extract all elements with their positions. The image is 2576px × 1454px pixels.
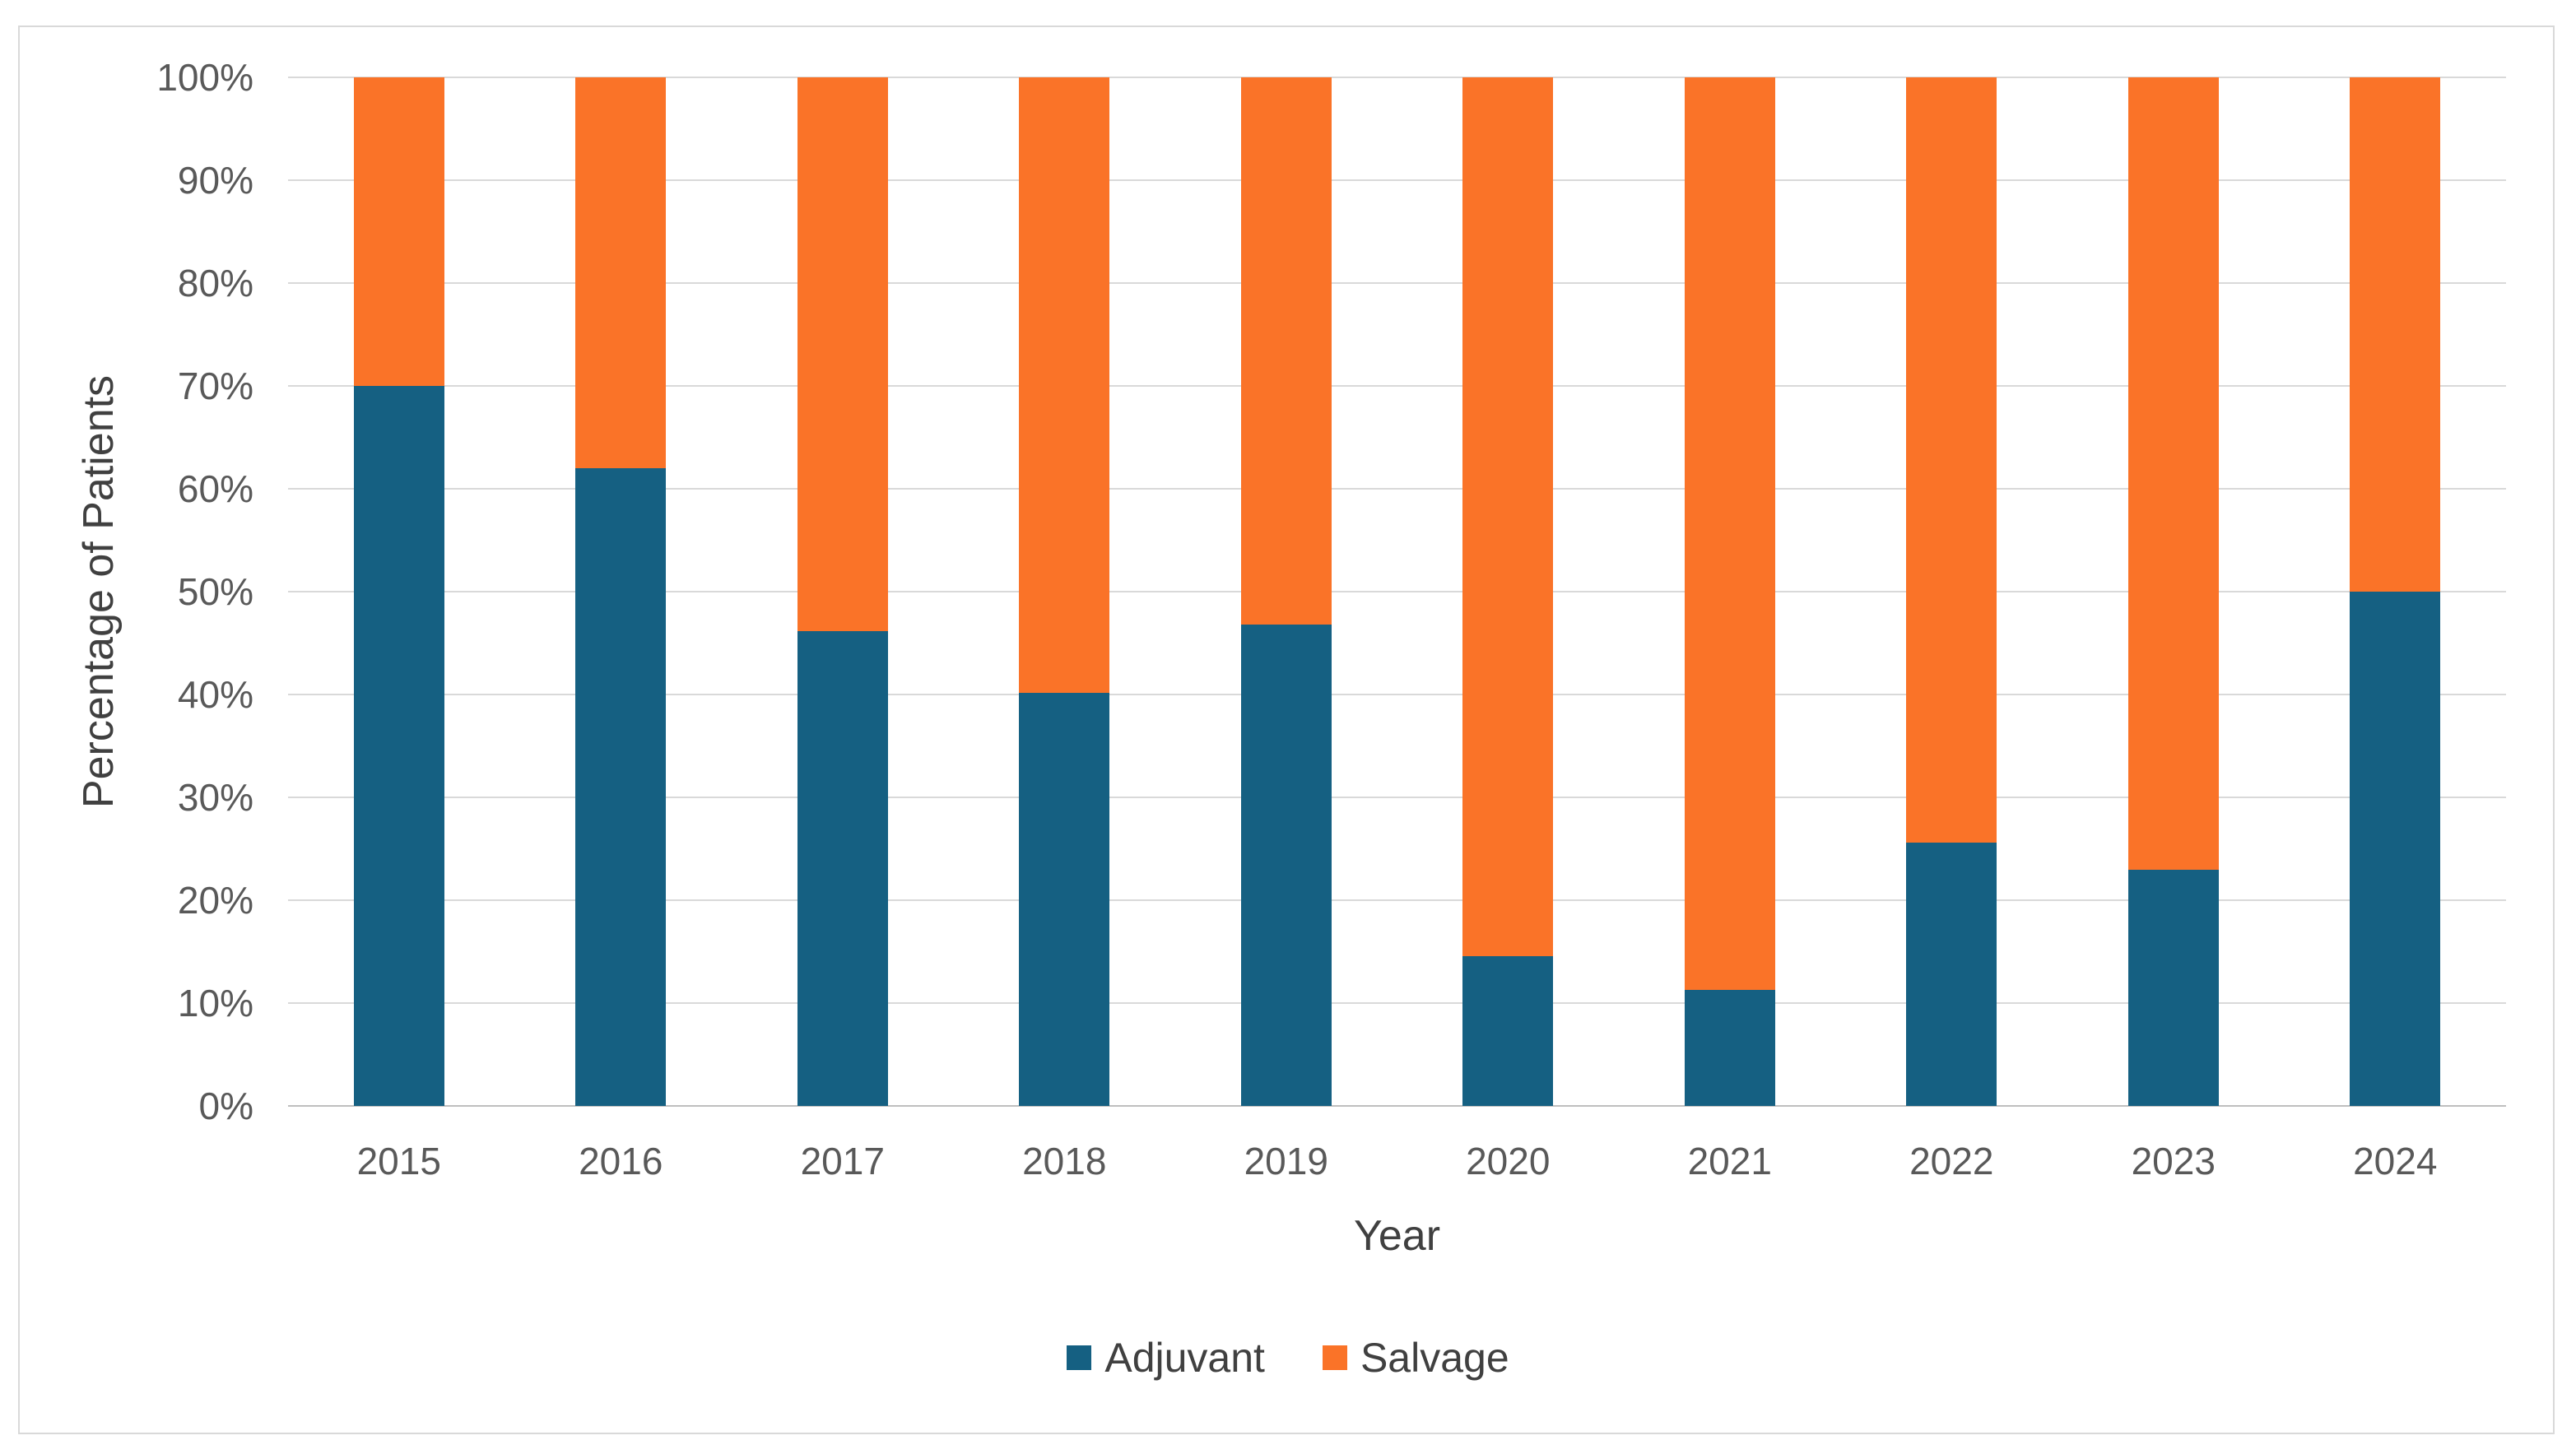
bar-segment-adjuvant-2021: [1684, 989, 1775, 1106]
x-tick-label-2022: 2022: [1909, 1140, 1994, 1182]
legend-item-adjuvant: Adjuvant: [1067, 1335, 1265, 1381]
y-tick-label-0pct: 0%: [198, 1085, 253, 1127]
x-tick-label-2016: 2016: [579, 1140, 663, 1182]
legend-label-adjuvant: Adjuvant: [1104, 1335, 1265, 1381]
bar-2020: [1462, 77, 1554, 1106]
legend-swatch-adjuvant: [1067, 1345, 1092, 1370]
chart-legend: Adjuvant Salvage: [20, 1335, 2556, 1381]
bar-2017: [797, 77, 888, 1106]
y-tick-label-40pct: 40%: [177, 673, 253, 716]
x-tick-label-2023: 2023: [2131, 1140, 2216, 1182]
x-tick-label-2020: 2020: [1466, 1140, 1551, 1182]
gridline-80: [288, 282, 2506, 284]
bar-2021: [1684, 77, 1775, 1106]
gridline-70: [288, 385, 2506, 387]
bar-2019: [1240, 77, 1332, 1106]
gridline-30: [288, 797, 2506, 798]
bar-segment-salvage-2023: [2127, 77, 2219, 870]
x-axis-title: Year: [1353, 1212, 1441, 1260]
bar-segment-salvage-2021: [1684, 77, 1775, 990]
bar-segment-adjuvant-2020: [1462, 955, 1554, 1106]
y-tick-label-50pct: 50%: [177, 570, 253, 613]
gridline-100: [288, 77, 2506, 78]
bar-segment-adjuvant-2022: [1906, 843, 1997, 1106]
bar-2015: [353, 77, 444, 1106]
bar-segment-salvage-2017: [797, 77, 888, 631]
legend-swatch-salvage: [1322, 1345, 1347, 1370]
gridline-40: [288, 694, 2506, 695]
x-tick-label-2024: 2024: [2353, 1140, 2438, 1182]
gridline-50: [288, 591, 2506, 592]
legend-label-salvage: Salvage: [1360, 1335, 1509, 1381]
x-tick-label-2018: 2018: [1022, 1140, 1107, 1182]
y-tick-label-30pct: 30%: [177, 776, 253, 819]
bar-2023: [2127, 77, 2219, 1106]
gridline-90: [288, 179, 2506, 181]
bar-segment-salvage-2022: [1906, 77, 1997, 843]
bar-segment-adjuvant-2017: [797, 630, 888, 1106]
gridline-20: [288, 899, 2506, 901]
bar-segment-adjuvant-2016: [575, 468, 667, 1106]
bar-segment-salvage-2016: [575, 77, 667, 468]
x-tick-label-2017: 2017: [800, 1140, 885, 1182]
bar-2016: [575, 77, 667, 1106]
x-tick-label-2015: 2015: [356, 1140, 441, 1182]
x-tick-label-2019: 2019: [1244, 1140, 1328, 1182]
bar-segment-salvage-2024: [2350, 77, 2441, 592]
gridline-0: [288, 1105, 2506, 1107]
bar-segment-salvage-2020: [1462, 77, 1554, 956]
y-tick-label-90pct: 90%: [177, 159, 253, 202]
bar-segment-adjuvant-2015: [353, 386, 444, 1106]
bar-segment-salvage-2018: [1019, 77, 1110, 693]
bar-segment-adjuvant-2023: [2127, 869, 2219, 1106]
legend-item-salvage: Salvage: [1322, 1335, 1509, 1381]
bar-segment-salvage-2019: [1240, 77, 1332, 625]
gridline-10: [288, 1002, 2506, 1004]
bar-segment-adjuvant-2024: [2350, 592, 2441, 1106]
gridline-60: [288, 488, 2506, 490]
y-tick-label-10pct: 10%: [177, 982, 253, 1024]
bar-segment-salvage-2015: [353, 77, 444, 386]
plot-area: [288, 77, 2506, 1107]
y-tick-label-70pct: 70%: [177, 365, 253, 407]
y-tick-label-100pct: 100%: [156, 56, 253, 99]
bar-2024: [2350, 77, 2441, 1106]
x-tick-label-2021: 2021: [1687, 1140, 1772, 1182]
bar-2022: [1906, 77, 1997, 1106]
y-tick-label-60pct: 60%: [177, 467, 253, 510]
y-tick-label-20pct: 20%: [177, 879, 253, 922]
y-tick-label-80pct: 80%: [177, 262, 253, 304]
bar-2018: [1019, 77, 1110, 1106]
bar-segment-adjuvant-2018: [1019, 692, 1110, 1106]
bar-segment-adjuvant-2019: [1240, 625, 1332, 1106]
